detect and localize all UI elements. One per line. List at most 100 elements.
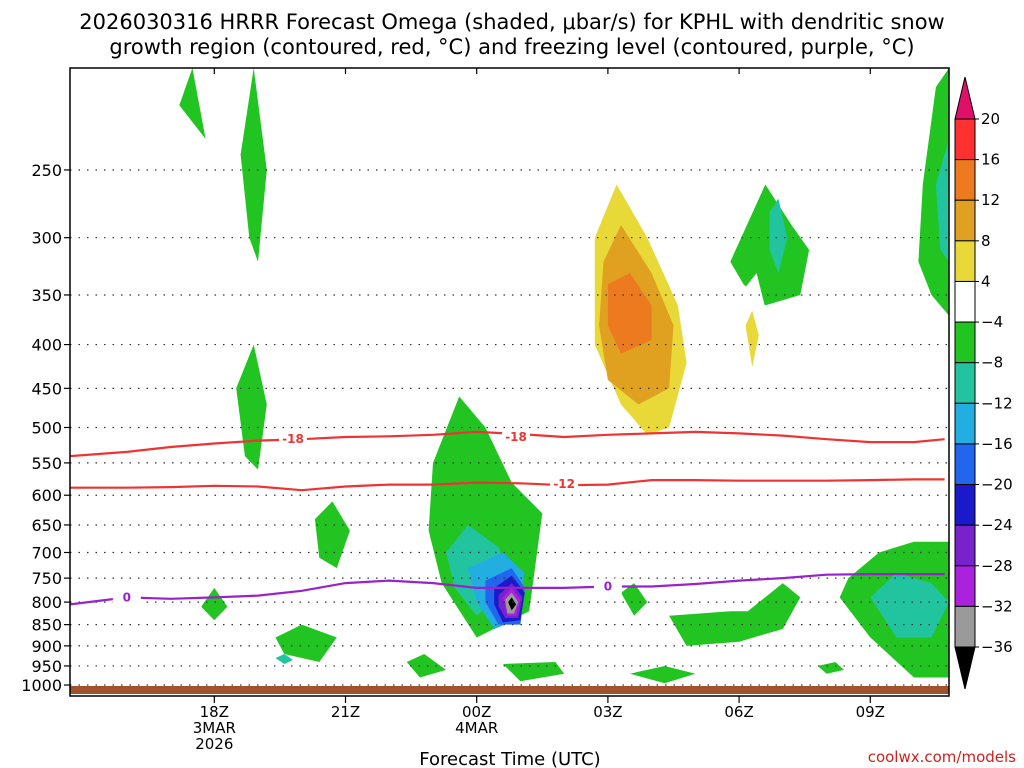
colorbar-label: 4 [981,272,991,290]
omega-area [371,330,398,409]
isotherm-0C [70,573,945,606]
y-tick-label: 800 [31,593,62,612]
colorbar-label: −20 [981,476,1013,494]
colorbar-box [954,605,976,648]
plot-frame [69,67,950,697]
isotherm-label-bg [502,429,531,445]
x-tick-label: 4MAR [455,719,498,737]
x-tick-label: 21Z [331,703,360,721]
omega-area [730,184,810,306]
colorbar-label: 8 [981,232,991,250]
y-tick-label: 950 [31,657,62,676]
y-tick-label: 300 [31,229,62,248]
colorbar-box [954,199,976,242]
y-tick-label: 650 [31,516,62,535]
omega-area [236,344,267,470]
colorbar-label: 20 [981,110,1000,128]
omega-area [621,583,648,616]
omega-area [870,573,949,638]
chart-title-line-1: 2026030316 HRRR Forecast Omega (shaded, … [79,10,944,34]
colorbar-label: −36 [981,638,1013,656]
x-tick-label: 03Z [593,703,622,721]
y-tick-label: 400 [31,336,62,355]
x-tick-label: 18Z [200,703,229,721]
omega-area [502,652,530,662]
x-axis-label: Forecast Time (UTC) [419,749,600,768]
omega-area [607,597,621,634]
isotherm--12C [70,478,945,492]
colorbar-label: −28 [981,557,1013,575]
omega-area [83,225,162,477]
x-tick-label: 00Z [462,703,491,721]
omega-area [817,662,844,674]
ground-strip [70,686,949,694]
x-tick-label: 2026 [195,735,233,753]
omega-area [822,68,840,131]
omega-area [314,501,350,569]
isotherm-label-bg [550,475,579,491]
colorbar-box [954,524,976,567]
omega-area [745,310,759,368]
omega-shading [83,68,949,684]
credit-text: coolwx.com/models [868,748,1016,766]
x-tick-label: 3MAR [193,719,236,737]
colorbar-box [954,159,976,201]
colorbar-cap-bottom [954,646,976,690]
x-tick-label: 06Z [724,703,753,721]
y-tick-label: 250 [31,161,62,180]
omega-area [166,643,184,659]
colorbar-label: −12 [981,394,1013,412]
y-tick-label: 1000 [21,676,62,695]
isotherm-label-bg [112,589,141,605]
isotherm-contours: -18 -18 -12 0 0 [70,429,945,606]
omega-area [918,68,949,316]
colorbar-box [954,402,976,445]
colorbar-label: −16 [981,435,1013,453]
omega-area [179,68,206,139]
colorbar-box [954,484,976,526]
omega-area [275,624,337,662]
colorbar-box [954,321,976,364]
colorbar-box [954,565,976,607]
colorbar-label: −4 [981,313,1003,331]
y-tick-label: 350 [31,286,62,305]
colorbar-label: −24 [981,516,1013,534]
colorbar: 20 16 12 8 4 −4 −8 −12 −16 −20 −24 −28 −32 −36 [954,76,1013,690]
isotherm-label: 0 [604,579,612,593]
omega-area [201,587,228,621]
chart-title-line-2: growth region (contoured, red, °C) and f… [109,35,914,59]
x-tick-label: 09Z [856,703,885,721]
y-tick-label: 900 [31,637,62,656]
omega-area [769,198,788,274]
isotherm-label-bg [593,578,622,594]
colorbar-box [954,280,976,323]
isotherm-label: -12 [553,477,575,491]
omega-area [629,666,696,684]
y-tick-label: 850 [31,616,62,635]
colorbar-label: 16 [981,151,1000,169]
omega-area [905,335,949,428]
colorbar-label: −8 [981,354,1003,372]
omega-area [669,583,801,646]
colorbar-box [954,443,976,486]
isotherm-label: -18 [505,430,527,444]
y-tick-label: 700 [31,544,62,563]
omega-area [275,654,293,664]
colorbar-label: 12 [981,191,1000,209]
y-axis: 250 300 350 400 450 500 550 600 650 700 750 800 850 9… [21,161,70,695]
omega-area [502,662,565,682]
omega-area [240,68,267,262]
y-tick-label: 600 [31,486,62,505]
colorbar-box [954,362,976,404]
colorbar-box [954,118,976,161]
isotherm-label-bg [279,431,308,447]
y-tick-label: 450 [31,379,62,398]
colorbar-box [954,240,976,282]
colorbar-label: −32 [981,597,1013,615]
y-tick-label: 500 [31,418,62,437]
y-tick-label: 750 [31,569,62,588]
isotherm-label: -18 [282,432,304,446]
y-tick-label: 550 [31,454,62,473]
